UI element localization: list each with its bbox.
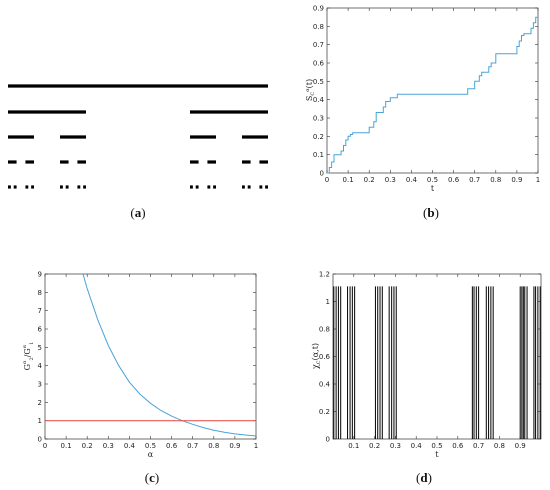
x-tick-label: 0.9 bbox=[515, 442, 526, 450]
x-axis-label: t bbox=[435, 450, 439, 459]
axes-frame bbox=[332, 273, 542, 440]
x-tick-label: 0.2 bbox=[82, 442, 93, 450]
y-axis-label: Gα2/Gα1 bbox=[22, 342, 35, 371]
x-tick-label: 0.2 bbox=[369, 442, 380, 450]
x-tick-label: 0.3 bbox=[385, 176, 396, 184]
axes-frame bbox=[44, 273, 257, 440]
x-tick-label: 0.9 bbox=[511, 176, 522, 184]
y-tick-label: 0.7 bbox=[313, 41, 324, 49]
x-tick-label: 0.7 bbox=[187, 442, 198, 450]
x-tick-label: 0.4 bbox=[411, 442, 423, 450]
x-tick-label: 0.5 bbox=[431, 442, 442, 450]
y-tick-label: 0.2 bbox=[313, 133, 324, 141]
y-tick-label: 0.9 bbox=[313, 5, 324, 13]
y-tick-label: 8 bbox=[38, 289, 42, 297]
y-tick-label: 9 bbox=[38, 271, 42, 279]
axes-frame bbox=[326, 7, 539, 174]
y-tick-label: 0.5 bbox=[313, 78, 324, 86]
y-tick-label: 0.2 bbox=[319, 408, 330, 416]
panel-d-characteristic-plot: 0.1 0.2 0.3 0.4 0.5 0.6 0.7 0.8 0.9 0 0.2 0.4 0.6 0.8… bbox=[311, 271, 542, 459]
x-tick-label: 0.6 bbox=[166, 442, 178, 450]
x-tick-label: 0.5 bbox=[145, 442, 156, 450]
y-tick-label: 0.4 bbox=[319, 381, 331, 389]
x-tick-label: 0.2 bbox=[364, 176, 375, 184]
y-tick-label: 1 bbox=[326, 298, 330, 306]
x-tick-label: 0.7 bbox=[473, 442, 484, 450]
y-tick-label: 0.1 bbox=[313, 151, 324, 159]
x-tick-label: 0.6 bbox=[448, 176, 460, 184]
y-tick-label: 0 bbox=[326, 436, 330, 444]
x-tick-label: 0.6 bbox=[452, 442, 464, 450]
y-axis-label: SCα(t) bbox=[305, 79, 316, 101]
x-tick-label: 0.8 bbox=[490, 176, 501, 184]
y-tick-label: 4 bbox=[38, 362, 43, 370]
y-tick-label: 2 bbox=[38, 399, 42, 407]
x-tick-label: 0 bbox=[325, 176, 329, 184]
caption-d: (d) bbox=[416, 470, 432, 485]
x-axis-label: t bbox=[431, 184, 435, 193]
y-tick-label: 0.8 bbox=[319, 326, 330, 334]
y-tick-label: 0.4 bbox=[313, 96, 325, 104]
x-tick-label: 0.9 bbox=[229, 442, 240, 450]
y-axis-label: χC(α,t) bbox=[311, 343, 322, 369]
x-tick-label: 0.8 bbox=[208, 442, 219, 450]
y-tick-label: 6 bbox=[38, 326, 43, 334]
y-tick-label: 0 bbox=[38, 436, 42, 444]
panel-a-cantor-set bbox=[8, 84, 268, 189]
x-tick-label: 1 bbox=[536, 176, 540, 184]
x-tick-label: 0.4 bbox=[406, 176, 418, 184]
panel-c-ratio-plot: 0 0.1 0.2 0.3 0.4 0.5 0.6 0.7 0.8 0.9 1 0 1 2 3 4 5 6 7 8 9 α… bbox=[22, 271, 258, 460]
series-line bbox=[327, 16, 538, 174]
caption-a: (a) bbox=[130, 205, 145, 220]
x-tick-label: 0.3 bbox=[390, 442, 401, 450]
x-tick-label: 0.8 bbox=[494, 442, 505, 450]
caption-c: (c) bbox=[145, 470, 159, 485]
x-tick-label: 0.1 bbox=[61, 442, 72, 450]
y-tick-label: 1.2 bbox=[319, 271, 330, 279]
series-line bbox=[82, 273, 257, 437]
y-tick-label: 1 bbox=[38, 417, 42, 425]
y-tick-label: 5 bbox=[38, 344, 42, 352]
x-tick-label: 0.3 bbox=[103, 442, 114, 450]
y-tick-label: 0 bbox=[320, 170, 324, 178]
caption-b: (b) bbox=[423, 205, 439, 220]
x-tick-label: 0.1 bbox=[343, 176, 354, 184]
y-tick-label: 0.3 bbox=[313, 115, 324, 123]
x-axis-label: α bbox=[148, 450, 154, 459]
y-tick-label: 0.8 bbox=[313, 23, 324, 31]
y-tick-label: 0.6 bbox=[319, 353, 331, 361]
x-tick-label: 0 bbox=[43, 442, 47, 450]
y-tick-label: 0.6 bbox=[313, 60, 325, 68]
panel-b-cantor-function-plot: 0 0.1 0.2 0.3 0.4 0.5 0.6 0.7 0.8 0.9 1 0 0.1 0.2 0.3 0… bbox=[305, 5, 540, 194]
x-tick-label: 1 bbox=[254, 442, 258, 450]
x-tick-label: 0.5 bbox=[427, 176, 438, 184]
x-tick-label: 0.4 bbox=[124, 442, 136, 450]
x-tick-label: 0.1 bbox=[348, 442, 359, 450]
y-tick-label: 3 bbox=[38, 381, 42, 389]
x-tick-label: 0.7 bbox=[469, 176, 480, 184]
y-tick-label: 7 bbox=[38, 307, 42, 315]
